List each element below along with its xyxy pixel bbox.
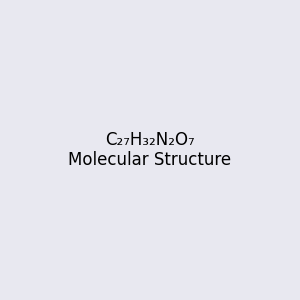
Text: C₂₇H₃₂N₂O₇
Molecular Structure: C₂₇H₃₂N₂O₇ Molecular Structure [68, 130, 232, 170]
